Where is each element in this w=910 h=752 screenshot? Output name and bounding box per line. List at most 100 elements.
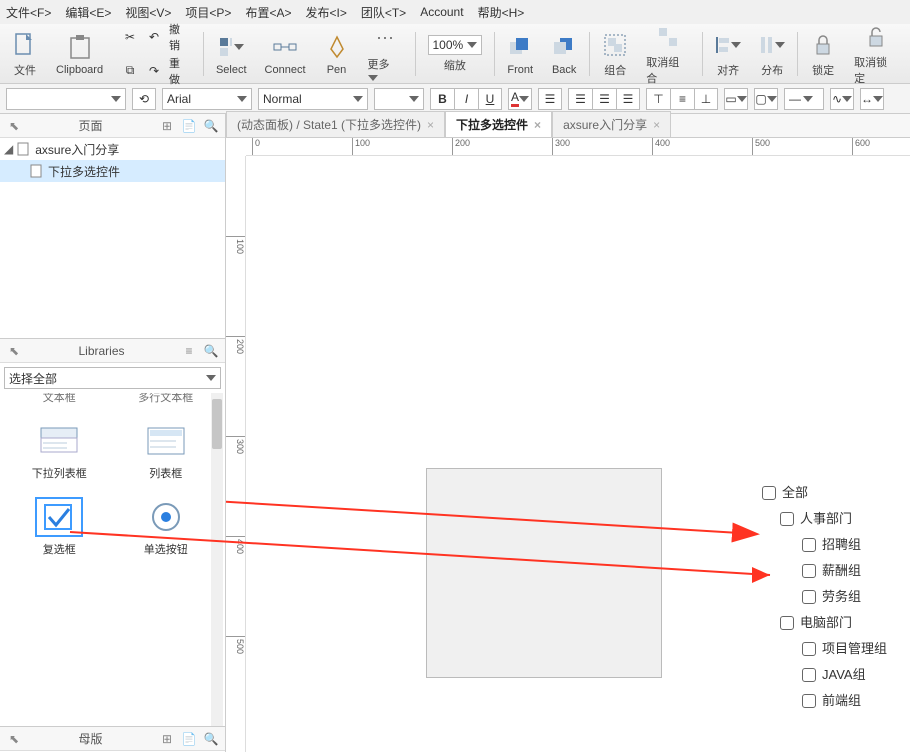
lib-textframe[interactable]: 文本框 — [19, 393, 99, 405]
undo-button[interactable]: ↶ — [145, 28, 163, 46]
add-page-icon[interactable]: 📄 — [181, 118, 197, 134]
menu-file[interactable]: 文件<F> — [6, 4, 51, 21]
font-color-button[interactable]: A — [508, 88, 532, 110]
ungroup-icon — [655, 22, 681, 52]
tree-root[interactable]: ◢ axsure入门分享 — [0, 138, 225, 160]
fill-color-button[interactable]: ▭ — [724, 88, 748, 110]
pages-tree: ◢ axsure入门分享 下拉多选控件 — [0, 138, 225, 338]
lib-menu-icon[interactable]: ≡ — [181, 343, 197, 359]
copy-icon[interactable]: ⧉ — [121, 62, 139, 80]
cb-it[interactable]: 电脑部门 — [762, 610, 887, 636]
library-selector[interactable]: 选择全部 — [4, 367, 221, 389]
tool-file[interactable]: 文件 — [6, 28, 44, 80]
valign-bot-button[interactable]: ⊥ — [694, 88, 718, 110]
cb-hr1[interactable]: 招聘组 — [762, 532, 887, 558]
collapse-icon[interactable]: ⬉ — [6, 731, 22, 747]
canvas[interactable]: 全部 人事部门 招聘组 薪酬组 劳务组 电脑部门 项目管理组 JAVA组 前端组 — [246, 156, 910, 752]
close-icon[interactable]: × — [653, 118, 660, 132]
tool-more[interactable]: ⋯ 更多 — [362, 22, 409, 86]
masters-title: 母版 — [28, 730, 153, 747]
separator — [797, 32, 798, 76]
style-combo[interactable] — [6, 88, 126, 110]
valign-top-button[interactable]: ⊤ — [646, 88, 670, 110]
lib-multitext[interactable]: 多行文本框 — [126, 393, 206, 405]
tool-clipboard[interactable]: Clipboard — [50, 30, 109, 78]
arrow-style-button[interactable]: ↔ — [860, 88, 884, 110]
bullets-button[interactable]: ☰ — [538, 88, 562, 110]
search-icon[interactable]: 🔍 — [203, 118, 219, 134]
collapse-icon[interactable]: ⬉ — [6, 118, 22, 134]
cb-hr2[interactable]: 薪酬组 — [762, 558, 887, 584]
tool-unlock[interactable]: 取消锁定 — [848, 20, 904, 88]
tool-ungroup[interactable]: 取消组合 — [640, 20, 696, 88]
italic-button[interactable]: I — [454, 88, 478, 110]
pages-panel-head: ⬉ 页面 ⊞ 📄 🔍 — [0, 114, 225, 138]
redo-button[interactable]: ↷ — [145, 62, 163, 80]
style-reset-icon[interactable]: ⟲ — [132, 88, 156, 110]
tool-zoom[interactable]: 100% 缩放 — [422, 33, 489, 75]
distribute-icon — [759, 30, 785, 60]
lib-checkbox[interactable]: 复选框 — [19, 499, 99, 557]
valign-mid-button[interactable]: ≡ — [670, 88, 694, 110]
group-icon — [602, 30, 628, 60]
tool-align[interactable]: 对齐 — [709, 28, 747, 80]
tool-distribute[interactable]: 分布 — [753, 28, 791, 80]
cut-icon[interactable]: ✂ — [121, 28, 139, 46]
tool-connect[interactable]: Connect — [259, 30, 312, 78]
lib-scrollbar[interactable] — [211, 393, 223, 726]
menu-edit[interactable]: 编辑<E> — [65, 4, 111, 21]
placeholder-rect[interactable] — [426, 468, 662, 678]
tool-back[interactable]: Back — [545, 30, 583, 78]
menu-arrange[interactable]: 布置<A> — [245, 4, 291, 21]
menu-publish[interactable]: 发布<I> — [305, 4, 346, 21]
weight-combo[interactable]: Normal — [258, 88, 368, 110]
cb-it1[interactable]: 项目管理组 — [762, 636, 887, 662]
tool-front[interactable]: Front — [501, 30, 539, 78]
tab-intro[interactable]: axsure入门分享× — [552, 111, 671, 137]
cb-it3[interactable]: 前端组 — [762, 688, 887, 714]
underline-button[interactable]: U — [478, 88, 502, 110]
ruler-horizontal: 0 100 200 300 400 500 600 — [246, 138, 910, 156]
collapse-icon[interactable]: ⬉ — [6, 343, 22, 359]
tool-lock[interactable]: 锁定 — [804, 28, 842, 80]
cb-it2[interactable]: JAVA组 — [762, 662, 887, 688]
bold-button[interactable]: B — [430, 88, 454, 110]
cb-all[interactable]: 全部 — [762, 480, 887, 506]
align-left-button[interactable]: ☰ — [568, 88, 592, 110]
add-master-icon[interactable]: 📄 — [181, 731, 197, 747]
tool-select[interactable]: Select — [210, 30, 253, 78]
tab-state1[interactable]: (动态面板) / State1 (下拉多选控件)× — [226, 111, 445, 137]
font-combo[interactable]: Arial — [162, 88, 252, 110]
page-icon — [30, 164, 44, 178]
size-combo[interactable] — [374, 88, 424, 110]
menu-help[interactable]: 帮助<H> — [478, 4, 525, 21]
align-center-button[interactable]: ☰ — [592, 88, 616, 110]
tab-current[interactable]: 下拉多选控件× — [445, 111, 552, 137]
clipboard-icon — [67, 32, 93, 62]
separator — [415, 32, 416, 76]
search-icon[interactable]: 🔍 — [203, 343, 219, 359]
menu-team[interactable]: 团队<T> — [361, 4, 406, 21]
tool-pen[interactable]: Pen — [318, 30, 356, 78]
lib-listbox[interactable]: 列表框 — [126, 423, 206, 481]
lib-dropdown[interactable]: 下拉列表框 — [19, 423, 99, 481]
add-folder-icon[interactable]: ⊞ — [159, 731, 175, 747]
tool-group-btn[interactable]: 组合 — [596, 28, 634, 80]
menu-account[interactable]: Account — [420, 5, 463, 19]
cb-hr[interactable]: 人事部门 — [762, 506, 887, 532]
line-width-combo[interactable]: — — [784, 88, 824, 110]
close-icon[interactable]: × — [427, 118, 434, 132]
tree-child[interactable]: 下拉多选控件 — [0, 160, 225, 182]
close-icon[interactable]: × — [534, 118, 541, 132]
add-folder-icon[interactable]: ⊞ — [159, 118, 175, 134]
border-color-button[interactable]: ▢ — [754, 88, 778, 110]
zoom-combo[interactable]: 100% — [428, 35, 483, 55]
search-icon[interactable]: 🔍 — [203, 731, 219, 747]
align-icon — [715, 30, 741, 60]
expand-icon[interactable]: ◢ — [4, 142, 13, 156]
align-right-button[interactable]: ☰ — [616, 88, 640, 110]
cb-hr3[interactable]: 劳务组 — [762, 584, 887, 610]
canvas-column: (动态面板) / State1 (下拉多选控件)× 下拉多选控件× axsure… — [226, 114, 910, 752]
line-style-button[interactable]: ∿ — [830, 88, 854, 110]
lib-radio[interactable]: 单选按钮 — [126, 499, 206, 557]
